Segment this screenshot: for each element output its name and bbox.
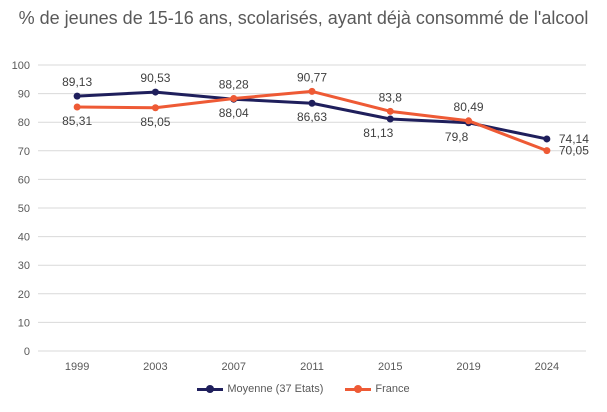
data-label: 86,63 <box>297 110 327 124</box>
y-tick-label: 20 <box>18 289 30 301</box>
data-label: 74,14 <box>559 132 589 146</box>
legend-item-moyenne: Moyenne (37 Etats) <box>197 383 323 395</box>
y-tick-label: 100 <box>12 60 30 72</box>
legend: Moyenne (37 Etats) France <box>0 383 607 395</box>
data-label: 70,05 <box>559 144 589 158</box>
data-label: 89,13 <box>62 75 92 89</box>
y-tick-label: 40 <box>18 232 30 244</box>
data-label: 81,13 <box>363 126 393 140</box>
legend-swatch-france <box>345 385 372 393</box>
data-label: 79,8 <box>445 130 469 144</box>
data-point <box>308 87 316 95</box>
data-point <box>308 99 316 107</box>
x-tick-label: 2019 <box>456 361 480 373</box>
data-point <box>151 88 159 96</box>
data-label: 88,28 <box>219 78 249 92</box>
data-point <box>386 115 394 123</box>
data-point <box>73 92 81 100</box>
data-point <box>543 147 551 155</box>
y-tick-label: 30 <box>18 260 30 272</box>
x-tick-label: 2007 <box>221 361 245 373</box>
x-tick-label: 2024 <box>535 361 559 373</box>
data-label: 83,8 <box>379 90 403 104</box>
data-point <box>543 135 551 143</box>
legend-swatch-moyenne <box>197 385 224 393</box>
x-tick-label: 2003 <box>143 361 167 373</box>
data-label: 85,31 <box>62 114 92 128</box>
data-label: 85,05 <box>140 115 170 129</box>
data-label: 88,04 <box>219 106 249 120</box>
data-point <box>73 103 81 111</box>
data-point <box>386 107 394 115</box>
chart-title: % de jeunes de 15-16 ans, scolarisés, ay… <box>18 8 589 28</box>
data-label: 90,77 <box>297 70 327 84</box>
x-tick-label: 1999 <box>65 361 89 373</box>
legend-item-france: France <box>345 383 410 395</box>
data-point <box>465 117 473 125</box>
legend-label-france: France <box>375 383 410 395</box>
data-point <box>151 104 159 112</box>
y-tick-label: 60 <box>18 174 30 186</box>
data-point <box>230 95 238 103</box>
x-tick-label: 2011 <box>300 361 324 373</box>
y-tick-label: 90 <box>18 89 30 101</box>
x-tick-label: 2015 <box>378 361 402 373</box>
data-label: 90,53 <box>140 71 170 85</box>
y-tick-label: 10 <box>18 317 30 329</box>
y-tick-label: 80 <box>18 117 30 129</box>
y-tick-label: 0 <box>24 346 30 358</box>
data-label: 80,49 <box>454 100 484 114</box>
legend-label-moyenne: Moyenne (37 Etats) <box>227 383 324 395</box>
y-tick-label: 50 <box>18 203 30 215</box>
y-tick-label: 70 <box>18 146 30 158</box>
